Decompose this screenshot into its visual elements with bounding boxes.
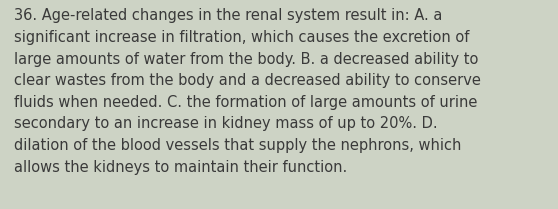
Text: 36. Age-related changes in the renal system result in: A. a
significant increase: 36. Age-related changes in the renal sys…: [14, 8, 481, 175]
